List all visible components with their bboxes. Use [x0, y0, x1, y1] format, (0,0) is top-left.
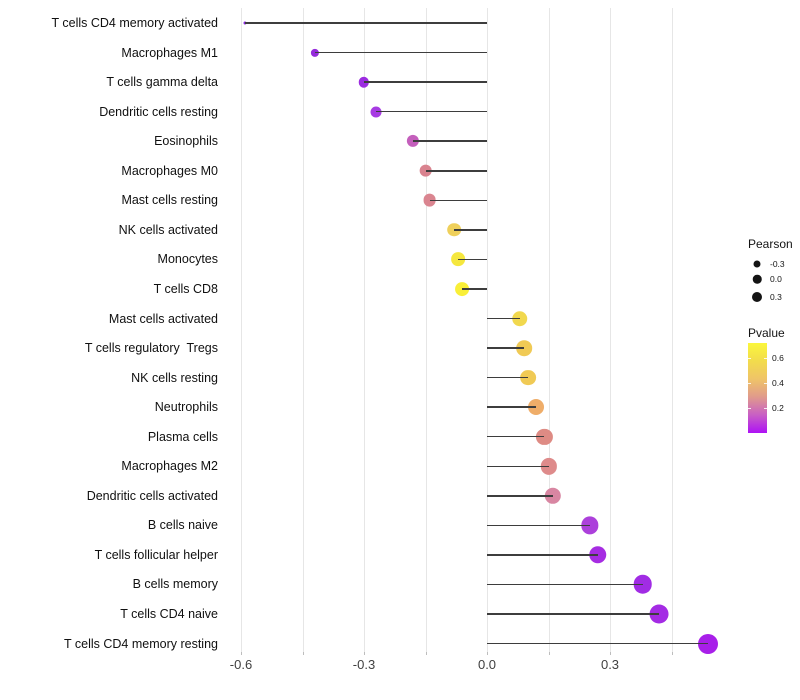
category-label: T cells CD4 memory resting	[64, 636, 218, 651]
pvalue-colorbar-notch	[748, 383, 751, 384]
data-point	[512, 310, 528, 327]
data-point	[580, 516, 599, 534]
stem-line	[487, 554, 598, 556]
stem-line	[458, 258, 487, 261]
pearson-size-dot	[752, 274, 762, 284]
x-tick-label: 0.3	[600, 657, 620, 672]
pvalue-tick-label: 0.6	[772, 353, 784, 363]
pearson-size-dot	[752, 292, 762, 302]
data-point	[649, 604, 669, 624]
pvalue-legend-title: Pvalue	[748, 326, 785, 340]
data-point	[536, 428, 553, 445]
category-label: Eosinophils	[154, 133, 218, 148]
category-label: T cells CD8	[153, 281, 218, 296]
stem-line	[364, 81, 487, 83]
category-label: T cells CD4 naive	[120, 606, 218, 621]
category-label: Dendritic cells activated	[86, 488, 218, 503]
category-label: T cells follicular helper	[94, 547, 218, 562]
category-label: NK cells resting	[131, 370, 218, 385]
stem-line	[462, 288, 487, 290]
pvalue-colorbar-notch	[748, 358, 751, 359]
stem-line	[487, 642, 709, 645]
x-tick-label: -0.3	[352, 657, 376, 672]
pearson-size-label: 0.3	[770, 292, 782, 302]
stem-line	[487, 317, 520, 320]
pvalue-colorbar-notch	[764, 383, 767, 384]
stem-line	[487, 583, 643, 586]
axis-tick	[364, 652, 365, 655]
data-point	[516, 340, 532, 356]
gridline	[364, 8, 365, 652]
axis-tick	[487, 652, 488, 655]
pearson-size-dot	[753, 260, 761, 268]
category-label: Macrophages M1	[121, 45, 218, 60]
data-point	[698, 633, 719, 654]
pvalue-tick-label: 0.2	[772, 403, 784, 413]
gridline	[302, 8, 304, 652]
stem-line	[487, 347, 524, 349]
data-point	[544, 487, 561, 504]
stem-line	[376, 110, 487, 113]
data-point	[520, 369, 536, 386]
category-label: Monocytes	[157, 252, 218, 267]
axis-tick	[548, 652, 550, 655]
stem-line	[454, 229, 487, 231]
stem-line	[487, 613, 660, 615]
category-label: B cells memory	[132, 577, 218, 592]
stem-line	[487, 524, 590, 527]
data-point	[528, 399, 545, 416]
category-label: Macrophages M2	[121, 459, 218, 473]
category-label: Mast cells activated	[108, 311, 218, 326]
category-label: T cells regulatory Tregs	[84, 340, 218, 355]
gridline	[671, 8, 673, 652]
pvalue-colorbar-notch	[748, 408, 751, 409]
pvalue-colorbar	[748, 343, 767, 433]
stem-line	[245, 22, 487, 24]
gridline	[610, 8, 611, 652]
data-point	[588, 546, 607, 564]
gridline	[548, 8, 550, 652]
axis-tick	[610, 652, 611, 655]
category-label: Macrophages M0	[121, 163, 218, 178]
pearson-size-label: -0.3	[770, 259, 785, 269]
stem-line	[314, 51, 487, 54]
pvalue-colorbar-notch	[764, 358, 767, 359]
category-label: NK cells activated	[118, 222, 218, 237]
pvalue-tick-label: 0.4	[772, 378, 784, 388]
x-tick-label: 0.0	[477, 657, 497, 672]
stem-line	[487, 376, 528, 379]
category-label: Neutrophils	[154, 399, 218, 414]
data-point	[540, 458, 557, 475]
gridline	[487, 8, 488, 652]
axis-tick	[302, 652, 304, 655]
data-point	[633, 575, 653, 594]
pearson-size-label: 0.0	[770, 274, 782, 284]
stem-line	[487, 495, 553, 497]
category-label: T cells CD4 memory activated	[51, 15, 219, 30]
category-label: B cells naive	[147, 518, 218, 533]
stem-line	[413, 140, 487, 142]
axis-tick	[425, 652, 427, 655]
pearson-legend-title: Pearson	[748, 237, 793, 251]
stem-line	[487, 435, 545, 438]
category-label: Mast cells resting	[121, 193, 218, 208]
category-label: T cells gamma delta	[106, 74, 218, 89]
stem-line	[425, 170, 487, 172]
axis-tick	[241, 652, 242, 655]
gridline	[425, 8, 427, 652]
gridline	[241, 8, 242, 652]
x-tick-label: -0.6	[229, 657, 253, 672]
stem-line	[487, 406, 537, 408]
stem-line	[429, 199, 487, 202]
stem-line	[487, 465, 549, 467]
category-label: Plasma cells	[147, 429, 218, 444]
axis-tick	[671, 652, 673, 655]
category-label: Dendritic cells resting	[99, 104, 218, 119]
pvalue-colorbar-notch	[764, 408, 767, 409]
